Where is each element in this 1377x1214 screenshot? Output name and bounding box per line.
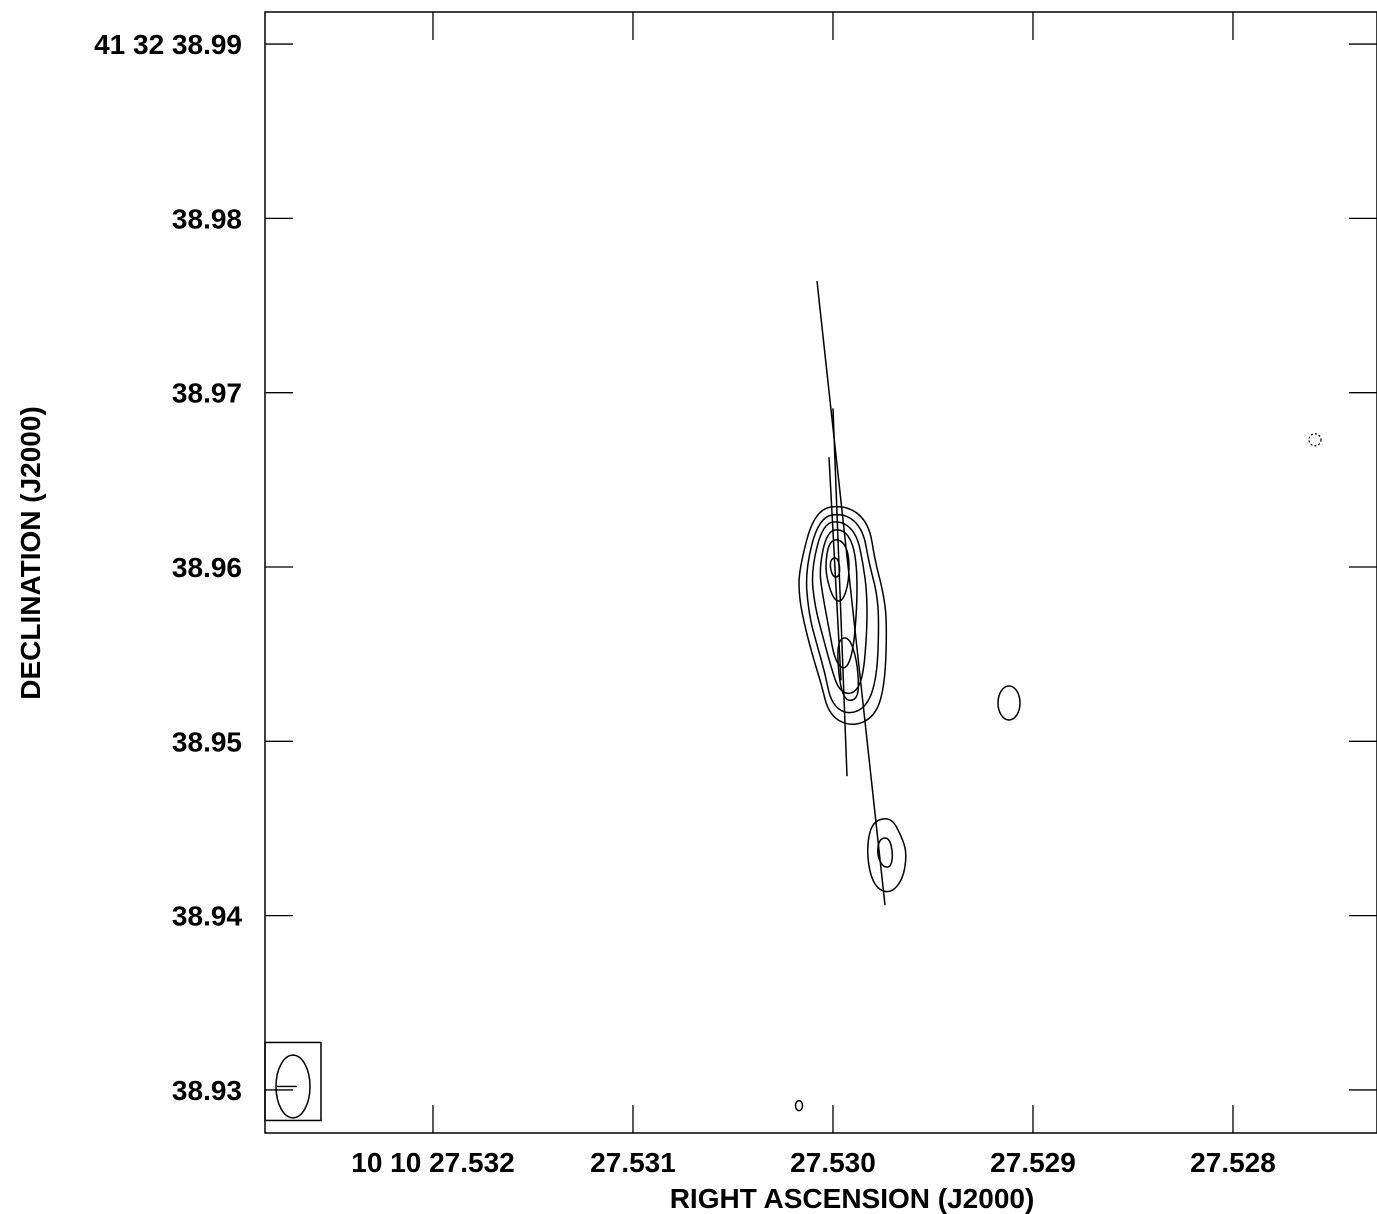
y-tick-label: 38.97	[172, 378, 242, 409]
contour-knot	[867, 818, 907, 893]
y-tick-label: 38.98	[172, 203, 242, 234]
x-axis-title: RIGHT ASCENSION (J2000)	[670, 1183, 1035, 1214]
x-tick-label: 10 10 27.532	[351, 1147, 515, 1178]
polarization-vector	[828, 457, 842, 681]
x-tick-label: 27.531	[590, 1147, 676, 1178]
y-tick-label: 38.94	[172, 901, 242, 932]
beam-box	[264, 1041, 322, 1122]
contour-core	[798, 505, 888, 726]
contour-jet	[837, 637, 860, 702]
x-tick-label: 27.528	[1190, 1147, 1276, 1178]
y-tick-label: 38.95	[172, 726, 242, 757]
contour-layer	[794, 433, 1322, 1112]
y-axis-title: DECLINATION (J2000)	[15, 406, 46, 700]
y-tick-label: 38.96	[172, 552, 242, 583]
polarization-vector	[832, 408, 848, 777]
beam-ellipse	[275, 1054, 311, 1119]
y-tick-label: 41 32 38.99	[94, 29, 242, 60]
contour-core	[825, 539, 850, 602]
contour-blob	[997, 685, 1021, 721]
contour-core	[819, 529, 858, 669]
contour-core	[811, 521, 868, 695]
x-tick-label: 27.530	[790, 1147, 876, 1178]
contour-small	[794, 1099, 804, 1112]
contour-core	[805, 513, 880, 714]
contour-negative	[1308, 433, 1322, 447]
plot-frame	[264, 11, 1377, 1134]
axis-ticks	[265, 12, 1377, 1133]
polarization-vector	[816, 281, 886, 906]
beam-frame	[264, 1041, 322, 1122]
y-tick-label: 38.93	[172, 1075, 242, 1106]
polarization-vectors	[816, 281, 886, 906]
x-tick-label: 27.529	[990, 1147, 1076, 1178]
axis-tick-labels: 10 10 27.532 27.531 27.530 27.529 27.528 41 3…	[94, 29, 1276, 1178]
